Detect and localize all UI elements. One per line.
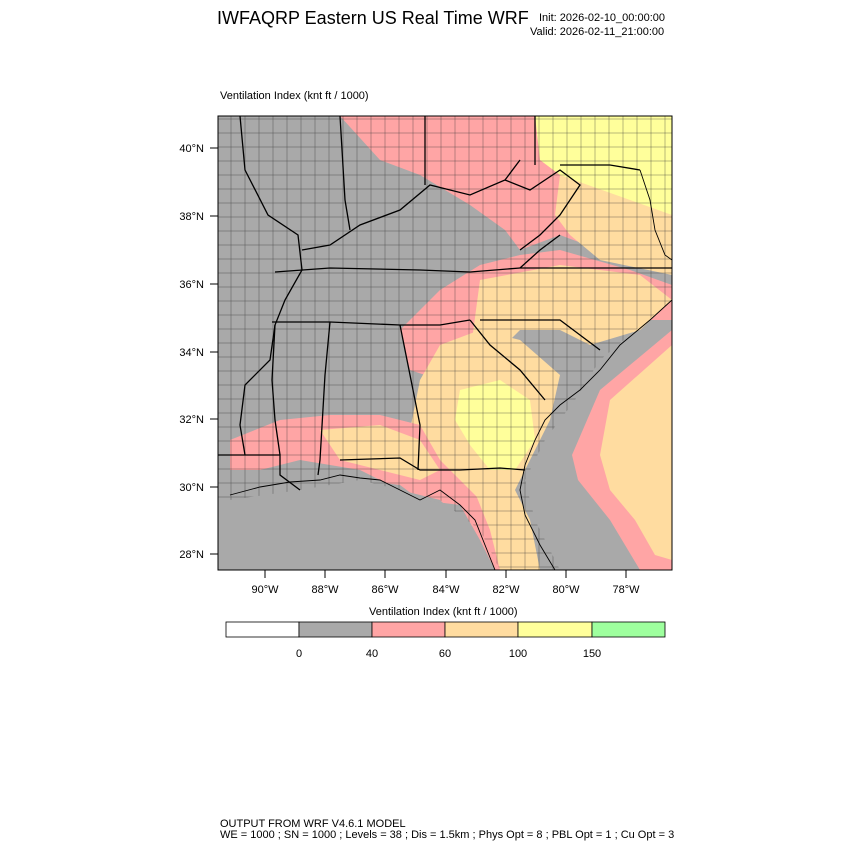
- va-nc-line: [519, 234, 561, 269]
- lat-label: 32°N: [179, 414, 204, 426]
- al-ga-line: [399, 324, 421, 471]
- ocean-peach-region: [600, 345, 672, 560]
- colorbar-swatch-grey: [298, 621, 373, 638]
- lon-labels: 90°W 88°W 86°W 84°W 82°W 80°W 78°W: [251, 584, 640, 596]
- plot-title: IWFAQRP Eastern US Real Time WRF: [217, 8, 529, 28]
- ohio-river: [301, 159, 521, 251]
- colorbar-label: 100: [508, 648, 528, 660]
- county-texture: [218, 116, 672, 570]
- lon-label: 84°W: [432, 584, 460, 596]
- colorbar-label: 0: [295, 648, 303, 660]
- lon-label: 86°W: [371, 584, 399, 596]
- init-time: Init: 2026-02-10_00:00:00: [539, 12, 665, 24]
- in-il-line: [339, 116, 351, 231]
- ga-sc-line: [469, 319, 546, 401]
- nc-sc-line: [480, 319, 601, 351]
- colorbar-label: 40: [365, 648, 379, 660]
- md-line: [560, 164, 641, 171]
- colorbar-swatch-white: [225, 621, 300, 638]
- colorbar-swatch-green: [591, 621, 666, 638]
- colorbar-swatch-pink: [371, 621, 446, 638]
- colorbar-swatch-peach: [444, 621, 519, 638]
- colorbar-swatch-yellow: [517, 621, 593, 638]
- colorbar: [225, 621, 666, 638]
- lon-label: 90°W: [251, 584, 279, 596]
- lat-label: 36°N: [179, 279, 204, 291]
- footer-model-line: OUTPUT FROM WRF V4.6.1 MODEL: [220, 818, 406, 830]
- colorbar-label: 60: [438, 648, 452, 660]
- ms-state-line: [271, 324, 281, 456]
- lon-label: 78°W: [612, 584, 640, 596]
- lat-label: 38°N: [179, 211, 204, 223]
- tn-ky-line: [274, 267, 672, 273]
- chesapeake: [639, 169, 672, 261]
- field-title: Ventilation Index (knt ft / 1000): [220, 90, 369, 102]
- state-boundaries: [218, 116, 672, 491]
- lon-ticks: [264, 570, 627, 578]
- fl-line: [339, 457, 526, 471]
- gulf-coast: [229, 474, 496, 570]
- ms-al-line: [317, 321, 331, 476]
- lat-label: 34°N: [179, 347, 204, 359]
- valid-time: Valid: 2026-02-11_21:00:00: [530, 26, 665, 38]
- lon-label: 88°W: [311, 584, 339, 596]
- map-area: [218, 116, 672, 570]
- lat-label: 40°N: [179, 143, 204, 155]
- map-frame: [217, 115, 673, 571]
- footer-config-line: WE = 1000 ; SN = 1000 ; Levels = 38 ; Di…: [220, 829, 675, 841]
- mississippi-river: [239, 116, 303, 456]
- lat-label: 30°N: [179, 482, 204, 494]
- lat-label: 28°N: [179, 549, 204, 561]
- atlantic-coast: [519, 299, 672, 570]
- lon-label: 80°W: [552, 584, 580, 596]
- wv-lines: [504, 169, 581, 251]
- lat-labels: 40°N 38°N 36°N 34°N 32°N 30°N 28°N: [179, 143, 204, 561]
- colorbar-label: 150: [582, 648, 602, 660]
- gulf-of-mexico: [218, 480, 495, 570]
- la-lines: [218, 454, 301, 491]
- coastlines: [229, 169, 672, 570]
- lat-ticks: [210, 147, 218, 555]
- colorbar-title: Ventilation Index (knt ft / 1000): [369, 606, 518, 618]
- lon-label: 82°W: [492, 584, 520, 596]
